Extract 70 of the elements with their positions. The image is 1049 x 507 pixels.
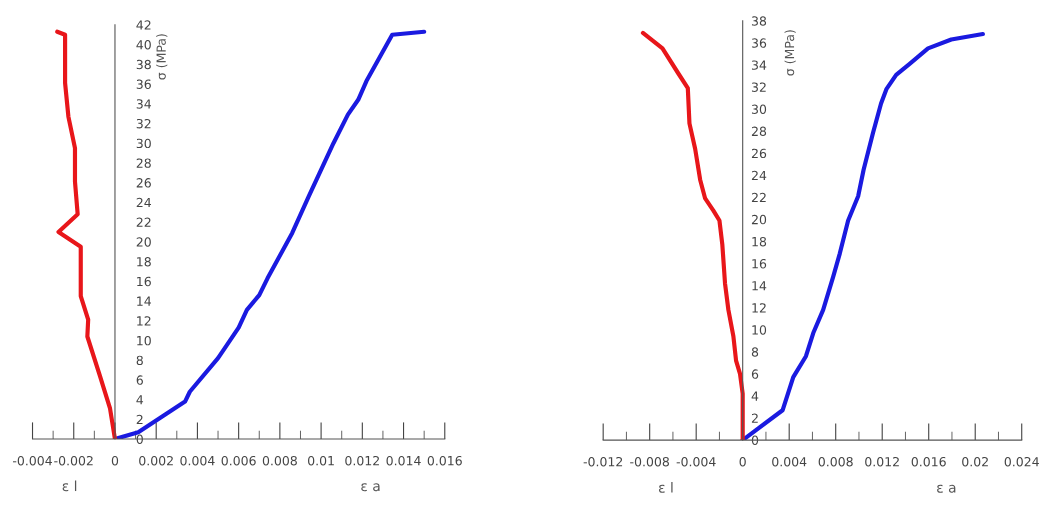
y-tick-label: 28 [136,158,151,168]
y-axis-title: σ (MPa) [156,34,168,80]
text: ε l [62,480,77,492]
y-tick-label: 20 [136,237,151,247]
y-tick-label: 24 [751,170,767,181]
y-tick-label: 10 [137,335,151,346]
y-tick-label: 18 [752,236,767,247]
x-tick-label: 0.016 [911,456,946,467]
y-tick-label: 38 [751,16,767,26]
x-tick-label: 0 [739,456,746,467]
y-tick-label: 6 [751,369,759,379]
x-tick-label: 0.012 [345,455,379,466]
y-tick-label: 22 [136,217,151,227]
y-tick-label: 36 [751,38,767,48]
y-tick-label: 12 [752,303,766,313]
y-tick-label: 22 [751,192,766,203]
y-tick-label: 16 [137,276,151,287]
text: ε a [937,484,956,493]
x-tick-label: 0.02 [962,456,988,467]
y-tick-label: 32 [751,82,766,92]
y-tick-label: 14 [752,281,767,291]
y-tick-label: 8 [136,355,143,366]
y-tick-label: 38 [136,59,151,70]
x-tick-label: -0.004 [676,456,716,467]
y-tick-label: 0 [136,434,143,444]
x-tick-label: 0.024 [1004,456,1039,467]
x-tick-label: 0 [111,455,119,466]
x-tick-label: 0.004 [772,456,807,467]
y-tick-label: 30 [136,138,151,149]
x-tick-label: 0.006 [221,455,256,466]
y-tick-label: 4 [751,391,759,401]
y-tick-label: 12 [137,316,151,326]
y-tick-label: 16 [752,259,767,269]
y-axis-title: σ (MPa) [784,30,796,76]
x-tick-label: -0.004 [12,455,52,466]
x-tick-label: 0.008 [262,455,297,466]
x-tick-label: 0.014 [386,455,421,466]
y-tick-label: 4 [136,395,144,405]
y-tick-label: 6 [136,375,143,385]
y-tick-label: 34 [136,99,152,109]
y-tick-label: 26 [751,148,767,159]
y-tick-label: 34 [751,60,767,70]
y-tick-label: 42 [136,20,151,30]
x-tick-label: 0.012 [865,456,899,467]
y-tick-label: 8 [751,347,759,357]
y-tick-label: 30 [751,104,767,114]
y-tick-label: 14 [137,296,152,306]
x-tick-label: 0.008 [818,456,853,467]
x-tick-label: -0.012 [583,456,623,467]
line-series [55,29,118,440]
y-tick-label: 2 [136,414,143,425]
x-tick-label: 0.002 [139,455,173,466]
y-tick-label: 28 [751,126,767,137]
y-tick-label: 24 [136,197,152,208]
text: ε a [361,483,380,492]
line-series [640,30,745,441]
y-tick-label: 18 [137,257,151,267]
y-tick-label: 10 [752,325,767,335]
y-tick-label: 32 [136,118,151,129]
x-tick-label: 0.01 [308,455,334,466]
x-tick-label: -0.008 [630,456,669,467]
y-tick-label: 40 [136,40,151,50]
text: ε l [658,482,673,493]
y-tick-label: 36 [136,79,151,89]
y-tick-label: 20 [751,214,767,225]
y-tick-label: 26 [136,178,151,188]
x-tick-label: -0.002 [54,455,93,466]
x-tick-label: 0.016 [427,455,462,466]
y-tick-label: 2 [751,413,758,423]
x-tick-label: 0.004 [180,455,215,466]
